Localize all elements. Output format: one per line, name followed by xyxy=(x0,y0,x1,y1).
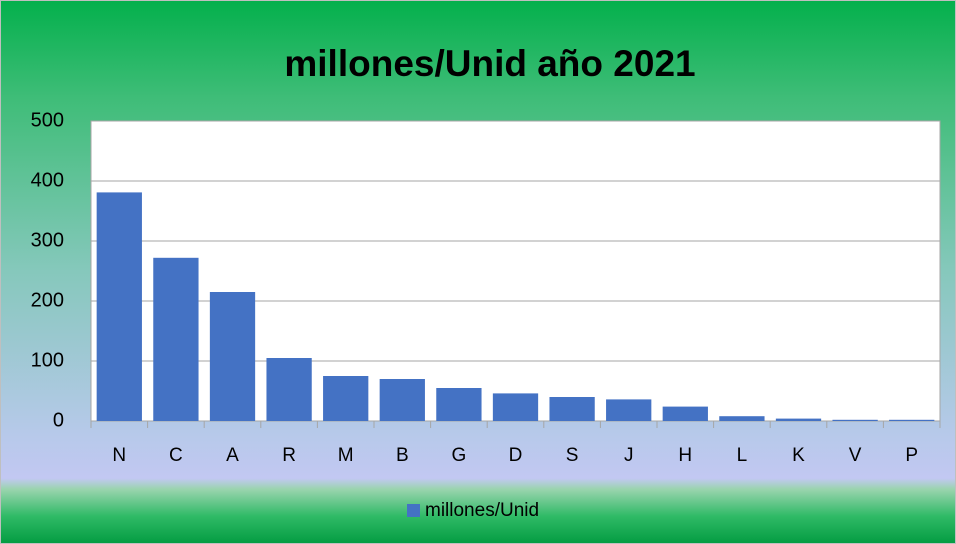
bar xyxy=(209,292,256,421)
y-tick-label: 400 xyxy=(31,169,64,191)
x-tick-label: A xyxy=(226,445,239,466)
x-tick-label: P xyxy=(905,445,918,466)
chart-title: millones/Unid año 2021 xyxy=(284,43,695,84)
bar xyxy=(436,388,482,421)
y-tick-label: 200 xyxy=(31,289,64,311)
bar xyxy=(775,418,822,421)
x-tick-label: J xyxy=(624,445,634,466)
bar xyxy=(379,379,425,421)
x-tick-label: L xyxy=(737,445,748,466)
bar xyxy=(606,399,652,421)
bar xyxy=(719,416,765,421)
bar xyxy=(266,358,312,421)
bar xyxy=(662,406,708,421)
x-tick-label: C xyxy=(169,445,183,466)
x-tick-label: S xyxy=(566,445,579,466)
x-tick-label: D xyxy=(509,445,523,466)
bar xyxy=(889,419,935,421)
x-tick-label: N xyxy=(112,445,126,466)
bar xyxy=(153,257,199,421)
y-tick-label: 500 xyxy=(31,109,64,131)
y-tick-label: 300 xyxy=(31,229,64,251)
bar xyxy=(832,419,878,421)
x-tick-label: R xyxy=(282,445,296,466)
bar xyxy=(549,397,595,421)
legend-label: millones/Unid xyxy=(425,500,539,521)
bar xyxy=(323,376,369,421)
y-tick-label: 0 xyxy=(53,409,64,431)
x-tick-label: M xyxy=(338,445,354,466)
x-tick-label: K xyxy=(792,445,805,466)
x-tick-label: V xyxy=(849,445,862,466)
y-tick-label: 100 xyxy=(31,349,64,371)
x-tick-label: G xyxy=(452,445,467,466)
legend-swatch xyxy=(407,504,420,517)
x-tick-label: B xyxy=(396,445,409,466)
x-tick-label: H xyxy=(678,445,692,466)
bar xyxy=(492,393,539,421)
bar xyxy=(96,192,142,421)
